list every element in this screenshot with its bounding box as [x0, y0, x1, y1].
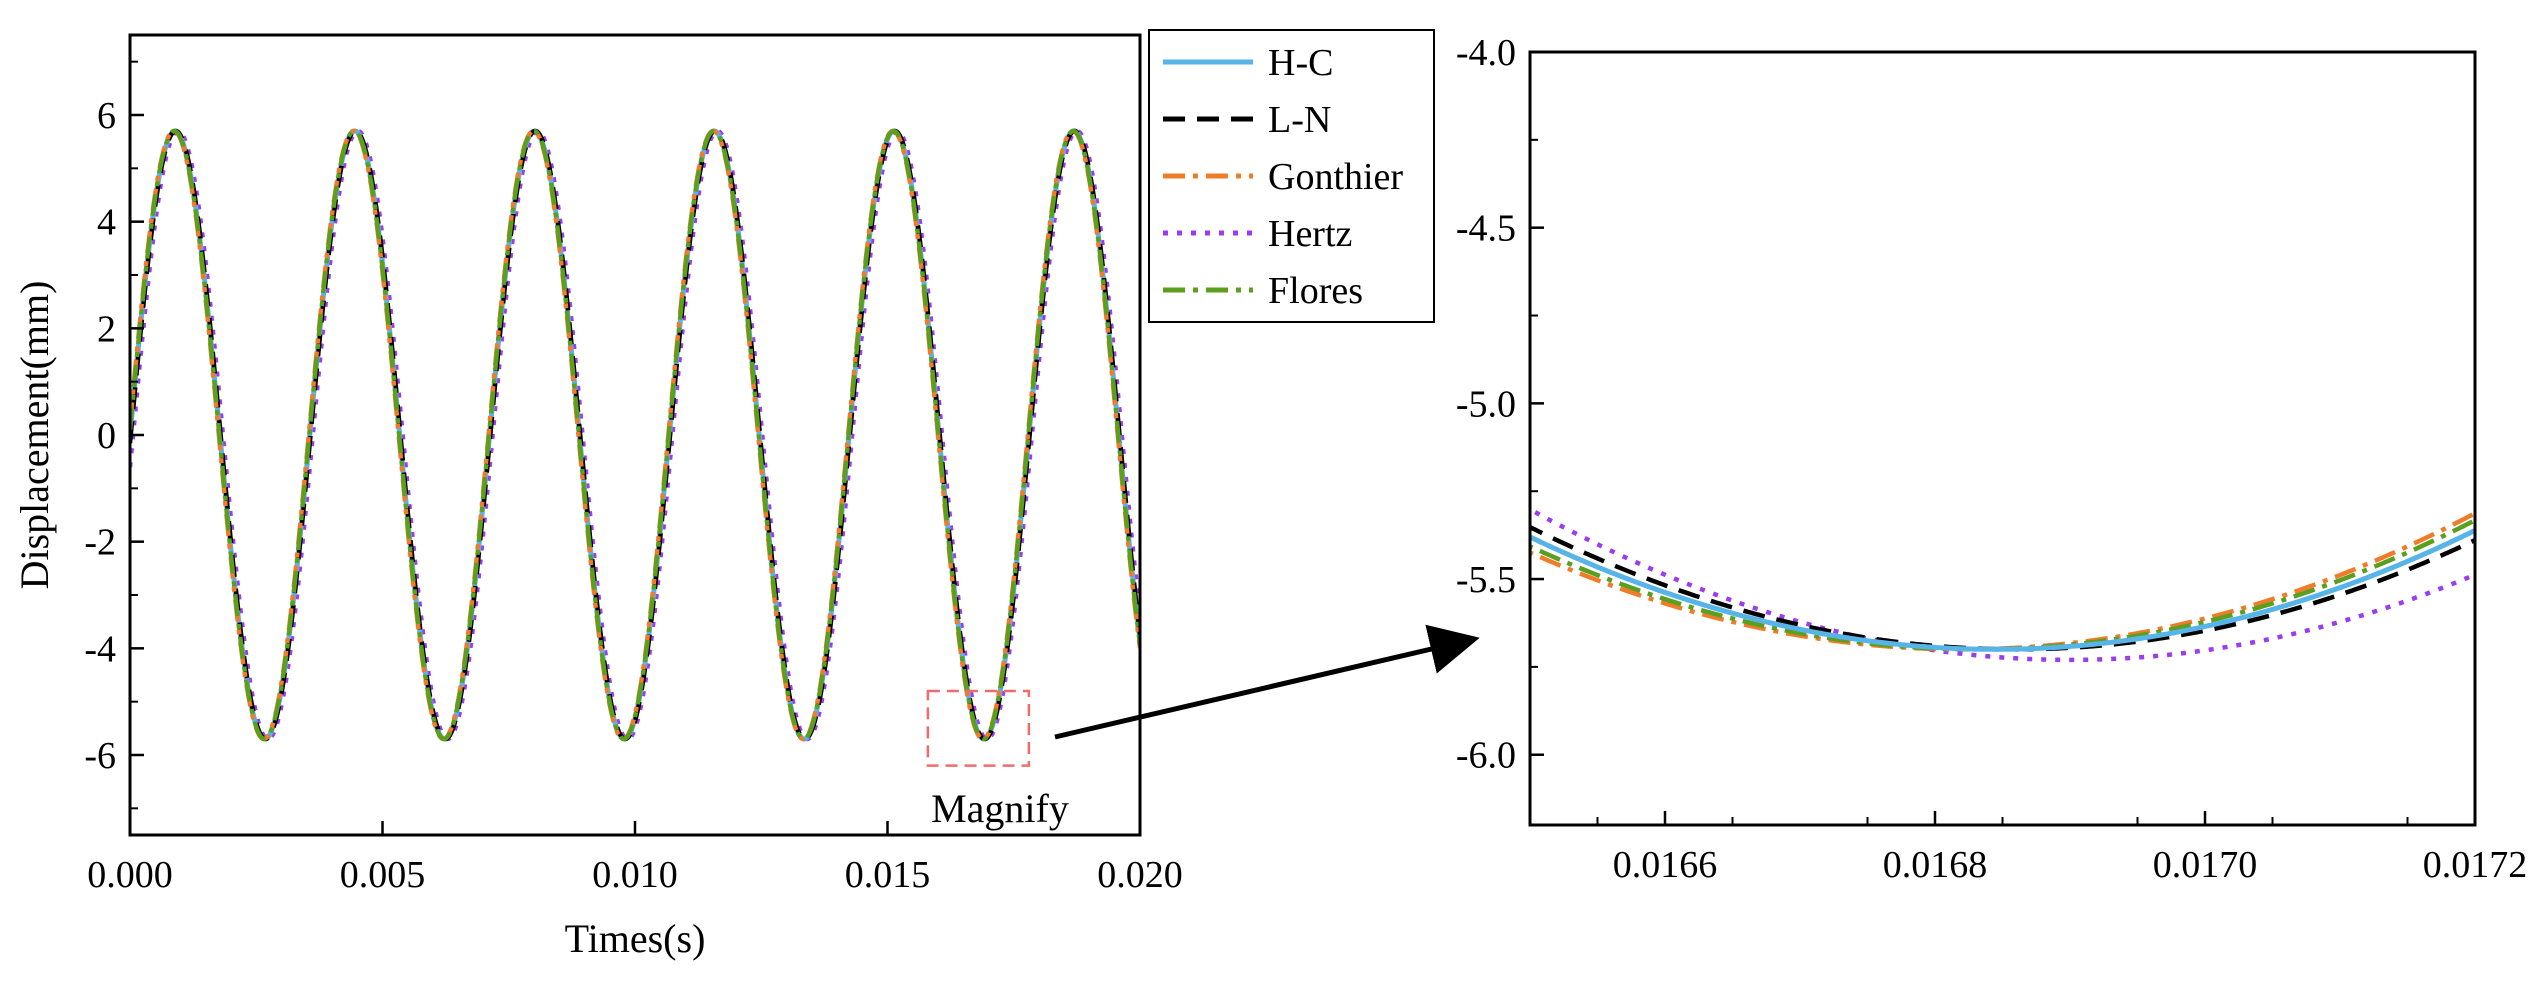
legend-item-hertz: Hertz	[1163, 213, 1352, 255]
main-series-flores	[130, 128, 1140, 742]
main-displacement-chart: 0.000 0.005 0.010 0.015 0.020 -6 -4 -2 0 2 4 6 Tim…	[12, 33, 1183, 961]
magnify-box	[926, 689, 1031, 767]
zoom-x-tick-label: 0.0168	[1883, 844, 1988, 886]
main-y-tick-label: 0	[97, 415, 116, 457]
magnify-annotation: Magnify	[931, 786, 1069, 831]
legend-label: Gonthier	[1268, 156, 1403, 198]
legend-label: Hertz	[1268, 213, 1352, 255]
main-x-tick-label: 0.015	[845, 854, 931, 896]
legend: H-C L-N Gonthier Hertz Flores	[1148, 29, 1435, 323]
zoom-series-flores	[1530, 517, 2475, 652]
magnify-arrow	[1054, 624, 1480, 740]
zoom-plot-frame	[1528, 50, 2477, 827]
zoom-series-h-c	[1530, 527, 2475, 652]
zoom-x-tick-label: 0.0172	[2423, 844, 2528, 886]
main-series-l-n	[130, 128, 1140, 742]
main-x-tick-label: 0.005	[340, 854, 426, 896]
main-series-hertz	[130, 128, 1140, 742]
legend-item-l-n: L-N	[1163, 99, 1331, 141]
main-x-tick-label: 0.020	[1097, 854, 1183, 896]
main-series-gonthier	[130, 128, 1140, 742]
zoom-x-tick-label: 0.0166	[1613, 844, 1718, 886]
main-y-tick-label: -4	[84, 628, 116, 670]
legend-item-gonthier: Gonthier	[1163, 156, 1403, 198]
main-y-tick-label: 4	[97, 202, 116, 244]
main-x-tick-label: 0.010	[592, 854, 678, 896]
main-x-axis-title: Times(s)	[565, 916, 706, 961]
legend-item-flores: Flores	[1163, 270, 1363, 312]
main-x-tick-label: 0.000	[87, 854, 173, 896]
zoom-y-tick-label: -5.0	[1456, 383, 1516, 425]
zoom-displacement-chart: 0.0166 0.0168 0.0170 0.0172 -6.0 -5.5 -5.0 -4.…	[1456, 32, 2528, 886]
zoom-x-tick-label: 0.0170	[2153, 844, 2258, 886]
main-y-tick-label: -6	[84, 735, 116, 777]
zoom-series-l-n	[1530, 524, 2475, 652]
main-y-tick-label: 2	[97, 308, 116, 350]
main-y-tick-label: -2	[84, 522, 116, 564]
legend-item-h-c: H-C	[1163, 42, 1333, 84]
zoom-y-tick-label: -5.5	[1456, 559, 1516, 601]
zoom-y-tick-label: -4.0	[1456, 32, 1516, 74]
legend-label: Flores	[1268, 270, 1363, 312]
main-series-h-c	[130, 128, 1140, 742]
zoom-y-tick-label: -4.5	[1456, 208, 1516, 250]
legend-label: L-N	[1268, 99, 1331, 141]
main-y-axis-title: Displacement(mm)	[12, 281, 57, 590]
legend-label: H-C	[1268, 42, 1333, 84]
zoom-series-hertz	[1530, 506, 2475, 663]
zoom-y-tick-label: -6.0	[1456, 735, 1516, 777]
main-y-tick-label: 6	[97, 95, 116, 137]
